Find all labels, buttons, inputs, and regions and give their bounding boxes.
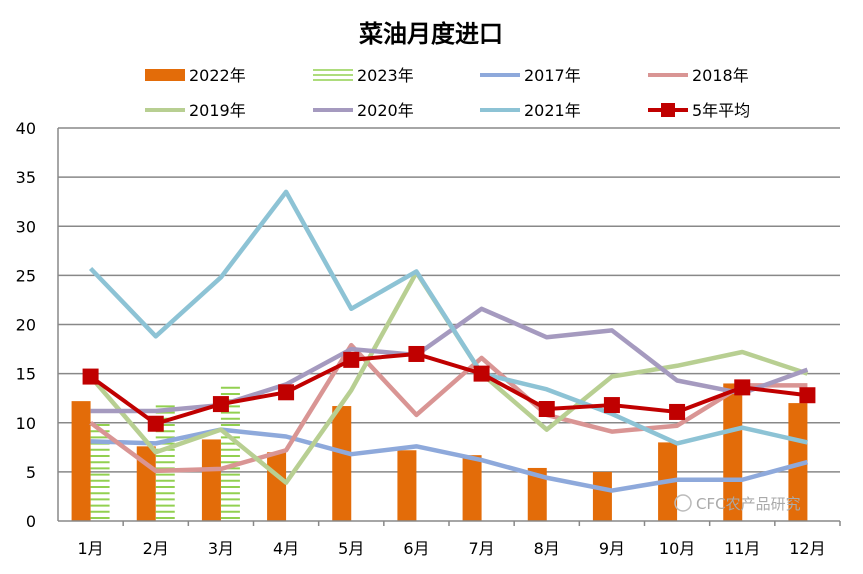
- marker-point: [799, 387, 816, 404]
- bar-2022: [332, 406, 352, 521]
- y-tick-label: 40: [16, 119, 36, 138]
- bar-2022: [397, 450, 417, 521]
- watermark: CFC农产品研究: [674, 494, 801, 513]
- legend-item: 2022年: [145, 66, 246, 85]
- bar-2022: [71, 401, 91, 521]
- marker-point: [734, 379, 751, 396]
- line-2018年: [89, 342, 808, 474]
- line-5年平均: [89, 351, 808, 426]
- legend-item: 2020年: [313, 101, 414, 120]
- legend-item: 5年平均: [648, 101, 750, 120]
- y-tick-label: 30: [16, 217, 36, 236]
- wechat-icon: [674, 494, 692, 512]
- legend-label: 2019年: [189, 101, 246, 120]
- marker-point: [343, 351, 360, 368]
- x-tick-label: 12月: [789, 539, 825, 558]
- legend-label: 2023年: [357, 66, 414, 85]
- legend-label: 2020年: [357, 101, 414, 120]
- marker-point: [408, 345, 425, 362]
- x-tick-label: 5月: [338, 539, 364, 558]
- x-tick-label: 4月: [273, 539, 299, 558]
- legend-label: 2021年: [524, 101, 581, 120]
- bar-2022: [788, 403, 808, 521]
- bar-2022: [723, 383, 743, 521]
- marker-point: [278, 384, 295, 401]
- legend-item: 2019年: [145, 101, 246, 120]
- legend-swatch: [145, 69, 185, 81]
- marker-point: [212, 396, 229, 413]
- legend-label: 2017年: [524, 66, 581, 85]
- y-tick-label: 15: [16, 365, 36, 384]
- x-tick-label: 11月: [724, 539, 760, 558]
- y-tick-label: 5: [26, 463, 36, 482]
- legend-item: 2021年: [480, 101, 581, 120]
- x-tick-label: 1月: [77, 539, 103, 558]
- marker-point: [147, 415, 164, 432]
- x-tick-label: 8月: [534, 539, 560, 558]
- x-tick-label: 2月: [143, 539, 169, 558]
- x-tick-label: 7月: [468, 539, 494, 558]
- watermark-text: CFC农产品研究: [696, 495, 801, 513]
- bar-2022: [267, 452, 287, 521]
- x-tick-label: 6月: [403, 539, 429, 558]
- legend-label: 5年平均: [692, 101, 750, 120]
- y-tick-label: 35: [16, 168, 36, 187]
- marker-point: [473, 365, 490, 382]
- bar-2022: [201, 439, 221, 521]
- legend-item: 2023年: [313, 66, 414, 85]
- legend-marker: [661, 103, 675, 117]
- bar-2022: [527, 467, 547, 521]
- bar-2022: [592, 471, 612, 521]
- y-tick-label: 25: [16, 266, 36, 285]
- line-2021年: [88, 189, 808, 446]
- marker-point: [603, 397, 620, 414]
- legend-item: 2018年: [648, 66, 749, 85]
- legend-label: 2022年: [189, 66, 246, 85]
- marker-point: [538, 400, 555, 417]
- legend-item: 2017年: [480, 66, 581, 85]
- marker-point: [82, 368, 99, 385]
- bar-2022: [462, 455, 482, 521]
- chart-title: 菜油月度进口: [358, 19, 503, 48]
- y-tick-label: 0: [26, 512, 36, 531]
- y-tick-label: 20: [16, 316, 36, 335]
- x-tick-label: 9月: [599, 539, 625, 558]
- y-tick-label: 10: [16, 414, 36, 433]
- marker-point: [669, 403, 686, 420]
- legend-label: 2018年: [692, 66, 749, 85]
- x-tick-label: 10月: [659, 539, 695, 558]
- x-tick-label: 3月: [208, 539, 234, 558]
